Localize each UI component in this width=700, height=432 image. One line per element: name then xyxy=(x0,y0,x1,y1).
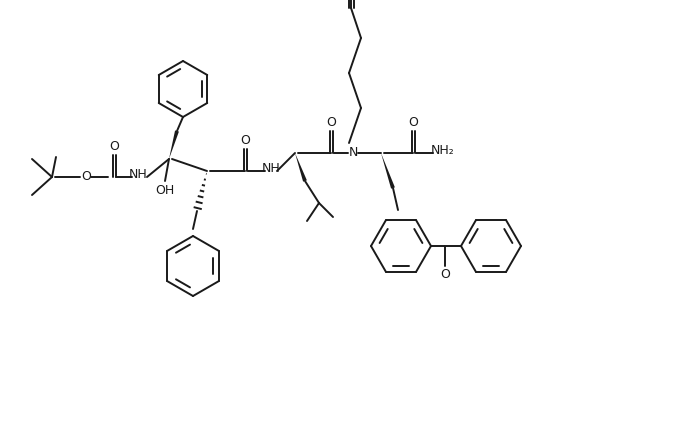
Text: O: O xyxy=(440,269,450,282)
Text: OH: OH xyxy=(155,184,174,197)
Text: N: N xyxy=(349,146,358,159)
Text: O: O xyxy=(81,171,91,184)
Text: O: O xyxy=(408,117,418,130)
Text: O: O xyxy=(326,117,336,130)
Text: O: O xyxy=(109,140,119,153)
Text: NH: NH xyxy=(129,168,148,181)
Text: NH₂: NH₂ xyxy=(431,144,455,158)
Polygon shape xyxy=(381,153,395,189)
Polygon shape xyxy=(169,130,179,159)
Text: O: O xyxy=(240,134,250,147)
Text: NH: NH xyxy=(262,162,281,175)
Polygon shape xyxy=(295,153,307,182)
